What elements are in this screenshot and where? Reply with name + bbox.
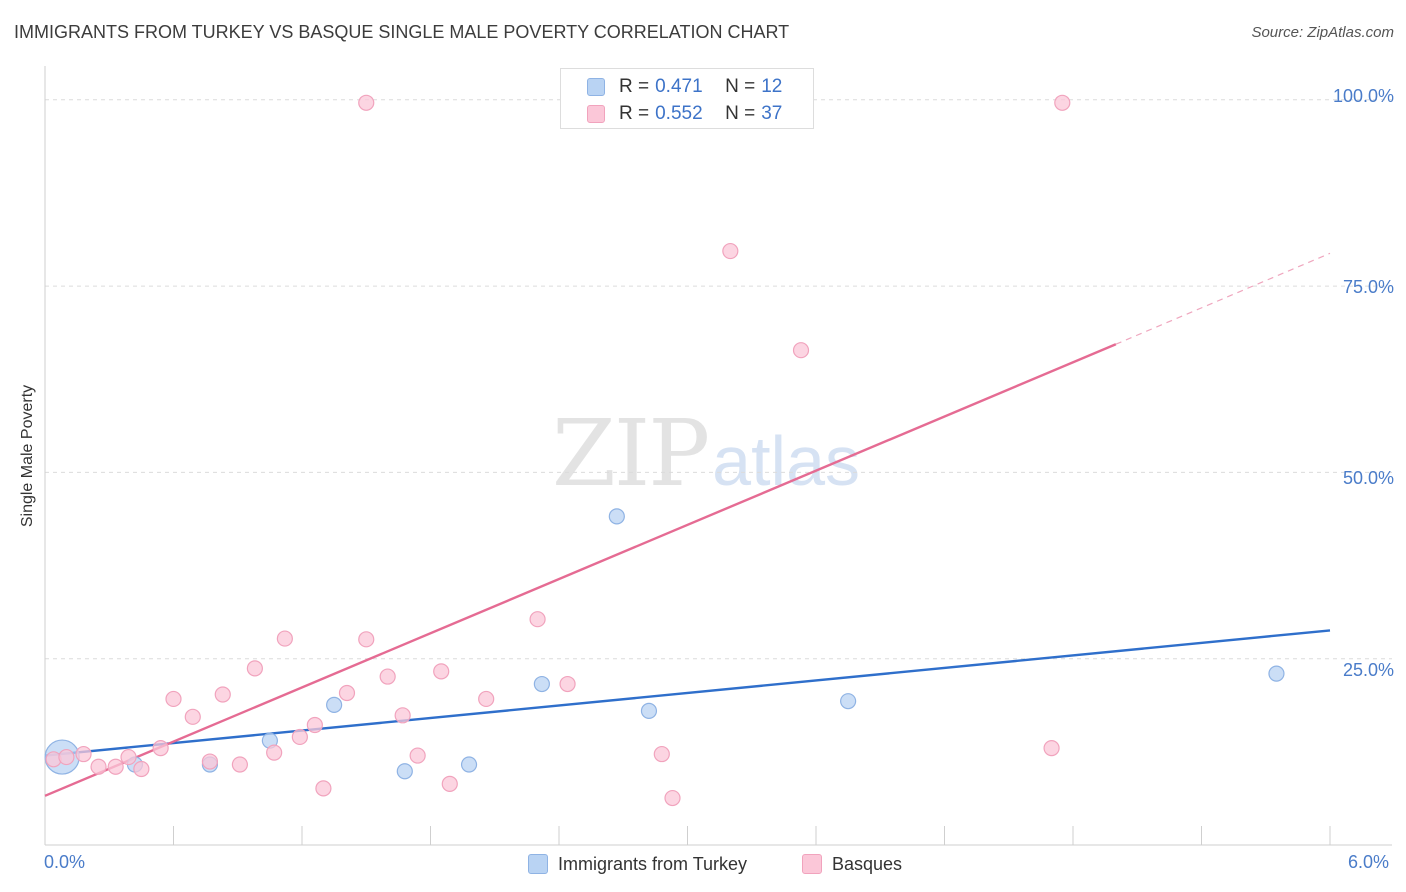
y-tick-label-100: 100.0% — [1332, 86, 1394, 106]
basque-point-18 — [315, 780, 332, 797]
basque-point-8 — [165, 690, 182, 708]
legend-label-basque: Basques — [832, 853, 903, 874]
basque-point-34 — [358, 94, 375, 111]
turkey-point-7 — [533, 675, 550, 693]
y-tick-label-25: 25.0% — [1342, 660, 1394, 680]
basque-point-27 — [529, 611, 546, 628]
basque-point-25 — [441, 775, 458, 792]
basque-point-15 — [276, 630, 293, 647]
basque-point-5 — [120, 748, 137, 766]
basque-point-22 — [394, 707, 411, 724]
basque-point-9 — [184, 708, 201, 725]
legend-swatch-turkey — [587, 78, 605, 96]
y-tick-label-75: 75.0% — [1342, 277, 1394, 297]
legend-swatch-turkey — [528, 854, 548, 874]
turkey-point-9 — [640, 702, 658, 719]
basque-point-26 — [478, 690, 495, 708]
legend-n-label: N = — [725, 103, 756, 124]
source-label: Source: ZipAtlas.com — [1251, 24, 1394, 41]
turkey-point-8 — [608, 508, 625, 525]
chart-title: IMMIGRANTS FROM TURKEY VS BASQUE SINGLE … — [14, 22, 790, 42]
x-tick-label-min: 0.0% — [44, 852, 86, 872]
basque-point-10 — [201, 753, 219, 770]
legend-n-value: 37 — [761, 103, 783, 124]
basque-trend-line — [44, 343, 1117, 797]
turkey-point-4 — [326, 696, 343, 714]
turkey-point-10 — [840, 693, 857, 710]
basque-point-20 — [358, 631, 375, 648]
legend-item-turkey[interactable]: Immigrants from Turkey — [528, 852, 747, 876]
gridlines — [45, 99, 1392, 660]
basque-point-6 — [133, 760, 150, 778]
legend-item-basque[interactable]: Basques — [802, 852, 902, 876]
basque-point-33 — [1043, 740, 1060, 757]
y-tick-label-50: 50.0% — [1342, 468, 1394, 488]
legend-row-turkey: R = 0.471 N = 12 — [587, 75, 831, 99]
basque-point-4 — [107, 758, 124, 775]
turkey-point-6 — [460, 756, 478, 773]
legend-label-turkey: Immigrants from Turkey — [558, 853, 748, 874]
axes — [44, 66, 1392, 846]
legend-n-label: N = — [725, 76, 756, 97]
basque-point-2 — [75, 745, 92, 763]
legend-n-value: 12 — [761, 76, 783, 97]
legend-r-label: R = — [619, 103, 650, 124]
basque-point-31 — [722, 242, 739, 260]
basque-point-29 — [653, 745, 670, 763]
legend-row-basque: R = 0.552 N = 37 — [587, 102, 831, 126]
x-tick-label-max: 6.0% — [1348, 852, 1390, 872]
basque-point-24 — [433, 663, 450, 680]
legend-swatch-basque — [587, 105, 605, 123]
legend-r-value: 0.471 — [655, 76, 703, 97]
basque-point-7 — [152, 740, 169, 757]
turkey-point-11 — [1268, 665, 1285, 682]
data-points — [44, 94, 1285, 807]
basque-trend-extension — [1115, 252, 1331, 345]
legend-r-value: 0.552 — [655, 103, 703, 124]
basque-point-36 — [1054, 94, 1071, 111]
basque-point-28 — [559, 675, 576, 693]
basque-point-16 — [291, 728, 308, 746]
basque-point-17 — [306, 716, 323, 734]
y-axis-label: Single Male Poverty — [19, 384, 36, 528]
turkey-trend-line — [44, 629, 1331, 757]
legend-r-label: R = — [619, 76, 650, 97]
legend-swatch-basque — [802, 854, 822, 874]
basque-point-1 — [58, 748, 75, 766]
basque-point-11 — [214, 686, 231, 703]
trend-lines — [44, 252, 1331, 797]
stats-legend: R = 0.471 N = 12 R = 0.552 N = 37 — [560, 68, 814, 129]
basque-point-12 — [231, 756, 248, 773]
turkey-point-5 — [396, 763, 413, 780]
basque-point-14 — [266, 744, 283, 761]
basque-point-13 — [246, 660, 263, 677]
basque-point-3 — [90, 758, 107, 775]
basque-point-32 — [792, 342, 810, 359]
basque-point-30 — [664, 789, 681, 807]
basque-point-23 — [409, 747, 426, 764]
basque-point-21 — [379, 668, 396, 685]
basque-point-19 — [338, 684, 356, 702]
